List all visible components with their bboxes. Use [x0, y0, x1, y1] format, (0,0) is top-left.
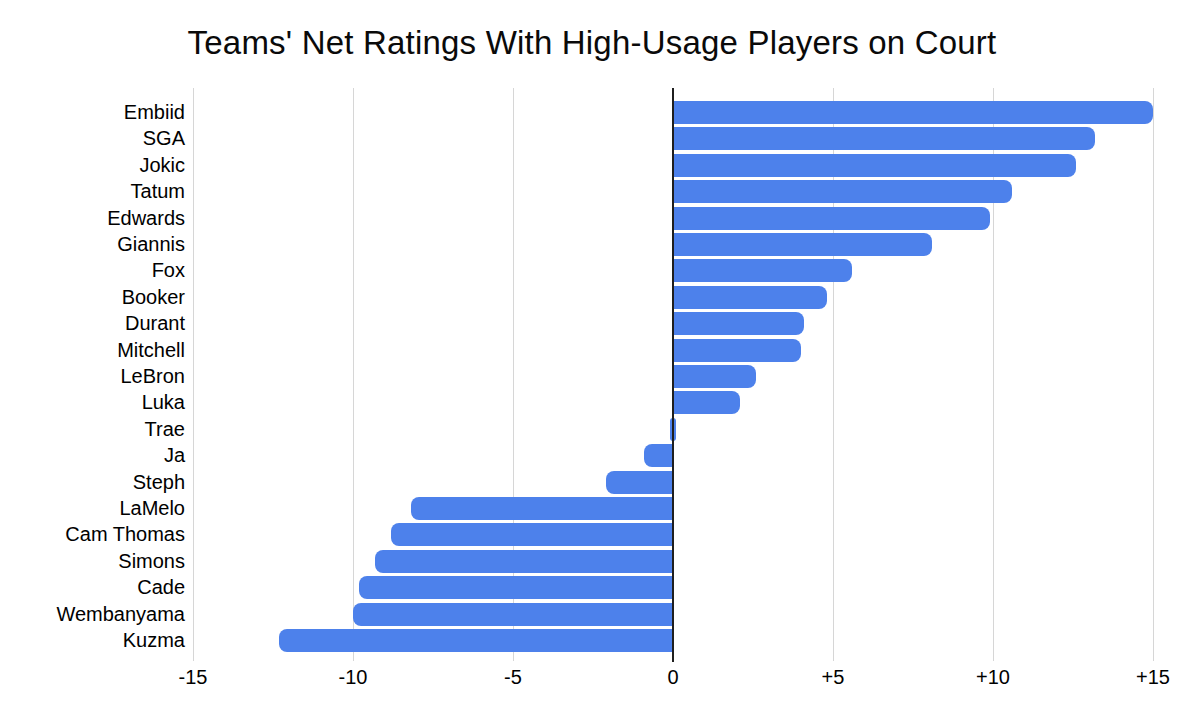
bar-tatum	[673, 180, 1012, 203]
chart-title: Teams' Net Ratings With High-Usage Playe…	[0, 24, 1184, 62]
bar-edwards	[673, 207, 990, 230]
x-tick-label: -5	[468, 663, 558, 691]
x-tick-label: +5	[788, 663, 878, 691]
bar-lebron	[673, 365, 756, 388]
category-label: Kuzma	[0, 627, 185, 654]
bar-luka	[673, 391, 740, 414]
x-tick-label: 0	[628, 663, 718, 691]
category-label: LeBron	[0, 363, 185, 390]
category-label: Steph	[0, 469, 185, 496]
category-label: Booker	[0, 284, 185, 311]
bar-jokic	[673, 154, 1076, 177]
bar-cade	[359, 576, 673, 599]
gridline	[353, 88, 354, 661]
category-label: Embiid	[0, 99, 185, 126]
category-label: Simons	[0, 548, 185, 575]
bar-embiid	[673, 101, 1153, 124]
bar-booker	[673, 286, 827, 309]
bar-cam-thomas	[391, 523, 673, 546]
category-label: SGA	[0, 125, 185, 152]
plot-area	[193, 88, 1165, 655]
bar-durant	[673, 312, 804, 335]
bar-fox	[673, 259, 852, 282]
bar-wembanyama	[353, 603, 673, 626]
category-label: Mitchell	[0, 337, 185, 364]
bar-steph	[606, 471, 673, 494]
category-label: Tatum	[0, 178, 185, 205]
bar-mitchell	[673, 339, 801, 362]
x-tick-label: -15	[148, 663, 238, 691]
bar-giannis	[673, 233, 932, 256]
category-label: Trae	[0, 416, 185, 443]
x-tick-label: +10	[948, 663, 1038, 691]
category-label: LaMelo	[0, 495, 185, 522]
bar-ja	[644, 444, 673, 467]
gridline	[193, 88, 194, 661]
category-label: Cade	[0, 574, 185, 601]
category-label: Giannis	[0, 231, 185, 258]
chart-canvas: Teams' Net Ratings With High-Usage Playe…	[0, 0, 1184, 720]
category-label: Fox	[0, 257, 185, 284]
bar-sga	[673, 127, 1095, 150]
category-label: Ja	[0, 442, 185, 469]
category-label: Durant	[0, 310, 185, 337]
bar-lamelo	[411, 497, 673, 520]
bar-kuzma	[279, 629, 673, 652]
zero-axis-line	[672, 88, 674, 662]
bar-simons	[375, 550, 673, 573]
category-label: Edwards	[0, 205, 185, 232]
category-label: Wembanyama	[0, 601, 185, 628]
gridline	[1153, 88, 1154, 661]
category-label: Cam Thomas	[0, 521, 185, 548]
category-label: Luka	[0, 389, 185, 416]
gridline	[513, 88, 514, 661]
category-label: Jokic	[0, 152, 185, 179]
x-tick-label: +15	[1108, 663, 1184, 691]
x-tick-label: -10	[308, 663, 398, 691]
